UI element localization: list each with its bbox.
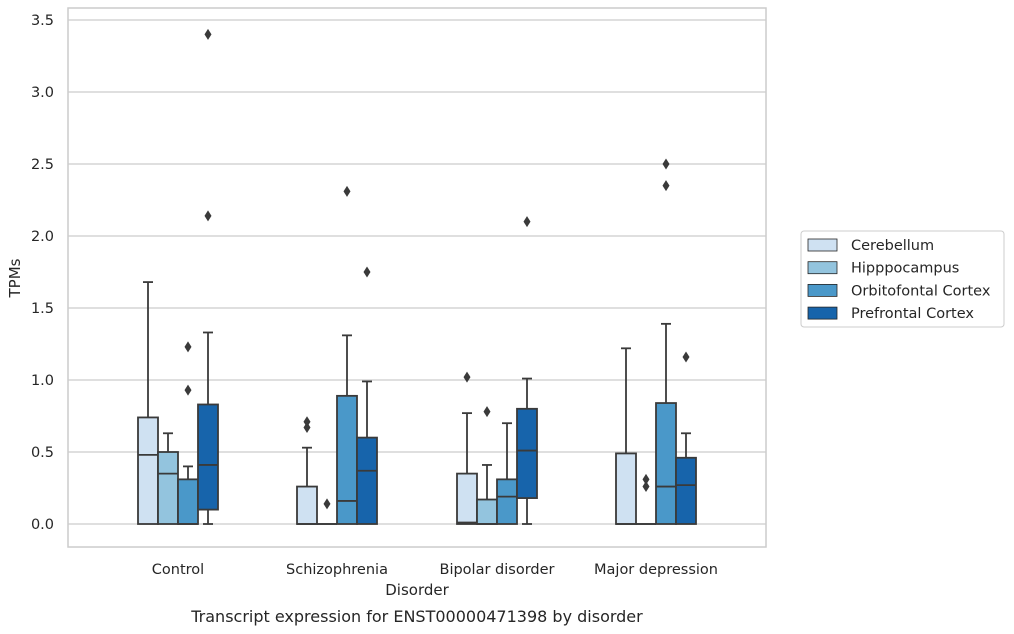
legend-swatch [807, 238, 838, 252]
y-tick-label: 2.5 [31, 157, 54, 173]
x-tick-label: Bipolar disorder [440, 562, 555, 578]
box [197, 28, 219, 525]
box-plot-series [137, 28, 697, 525]
outlier-point [682, 351, 690, 363]
outlier-point [184, 341, 192, 353]
outlier-point [323, 498, 331, 510]
y-tick-label: 1.5 [31, 301, 54, 317]
box [356, 266, 378, 525]
box [675, 351, 697, 525]
y-tick-label: 2.0 [31, 229, 54, 245]
legend-label: Cerebellum [851, 238, 934, 254]
box [516, 216, 538, 525]
x-tick-label: Schizophrenia [286, 562, 388, 578]
gridlines [68, 19, 766, 525]
box-body [356, 436, 378, 525]
outlier-point [642, 481, 650, 493]
outlier-point [662, 158, 670, 170]
y-tick-label: 3.5 [31, 13, 54, 29]
legend: Cerebellum Hipppocampus Orbitofontal Corte… [800, 230, 1005, 328]
box [317, 498, 337, 525]
y-tick-label: 3.0 [31, 85, 54, 101]
outlier-point [363, 266, 371, 278]
legend-swatch [807, 306, 838, 320]
legend-label: Hipppocampus [851, 261, 959, 277]
box [476, 406, 498, 525]
box [177, 341, 199, 525]
x-tick-label: Major depression [594, 562, 718, 578]
box-body [137, 416, 159, 525]
legend-label: Prefrontal Cortex [851, 306, 974, 322]
chart-caption: Transcript expression for ENST0000047139… [190, 607, 643, 626]
x-axis-ticks: Control Schizophrenia Bipolar disorder Majo… [152, 562, 718, 578]
outlier-point [204, 210, 212, 222]
box-body [615, 452, 637, 525]
box-body [496, 478, 518, 525]
outlier-point [184, 384, 192, 396]
legend-label: Orbitofontal Cortex [851, 283, 991, 299]
box [615, 347, 637, 525]
box [636, 473, 656, 525]
box [157, 432, 179, 525]
box-body [157, 451, 179, 525]
y-tick-label: 0.0 [31, 517, 54, 533]
y-axis-ticks: 0.0 0.5 1.0 1.5 2.0 2.5 3.0 3.5 [31, 13, 54, 533]
box-body [516, 407, 538, 499]
outlier-point [483, 406, 491, 418]
box-body [197, 403, 219, 511]
y-tick-label: 1.0 [31, 373, 54, 389]
box [296, 416, 318, 525]
x-tick-label: Control [152, 562, 204, 578]
box-body [655, 402, 677, 525]
outlier-point [523, 216, 531, 228]
outlier-point [303, 422, 311, 434]
box-body [336, 394, 358, 525]
outlier-point [662, 180, 670, 192]
outlier-point [303, 416, 311, 428]
outlier-point [343, 185, 351, 197]
box [336, 185, 358, 525]
outlier-point [204, 28, 212, 40]
plot-frame [67, 7, 767, 548]
outlier-point [642, 473, 650, 485]
box [137, 281, 159, 525]
box [655, 158, 677, 525]
y-axis-label: TPMs [6, 258, 24, 298]
box-body [177, 478, 199, 525]
y-tick-label: 0.5 [31, 445, 54, 461]
x-axis-label: Disorder [385, 581, 449, 599]
legend-swatch [807, 283, 838, 297]
box [456, 371, 478, 525]
box [496, 422, 518, 525]
box-body [675, 456, 697, 525]
legend-frame [800, 230, 1005, 328]
box-body [456, 472, 478, 525]
box-body [476, 498, 498, 525]
legend-swatch [807, 261, 838, 275]
box-body [296, 485, 318, 525]
outlier-point [463, 371, 471, 383]
